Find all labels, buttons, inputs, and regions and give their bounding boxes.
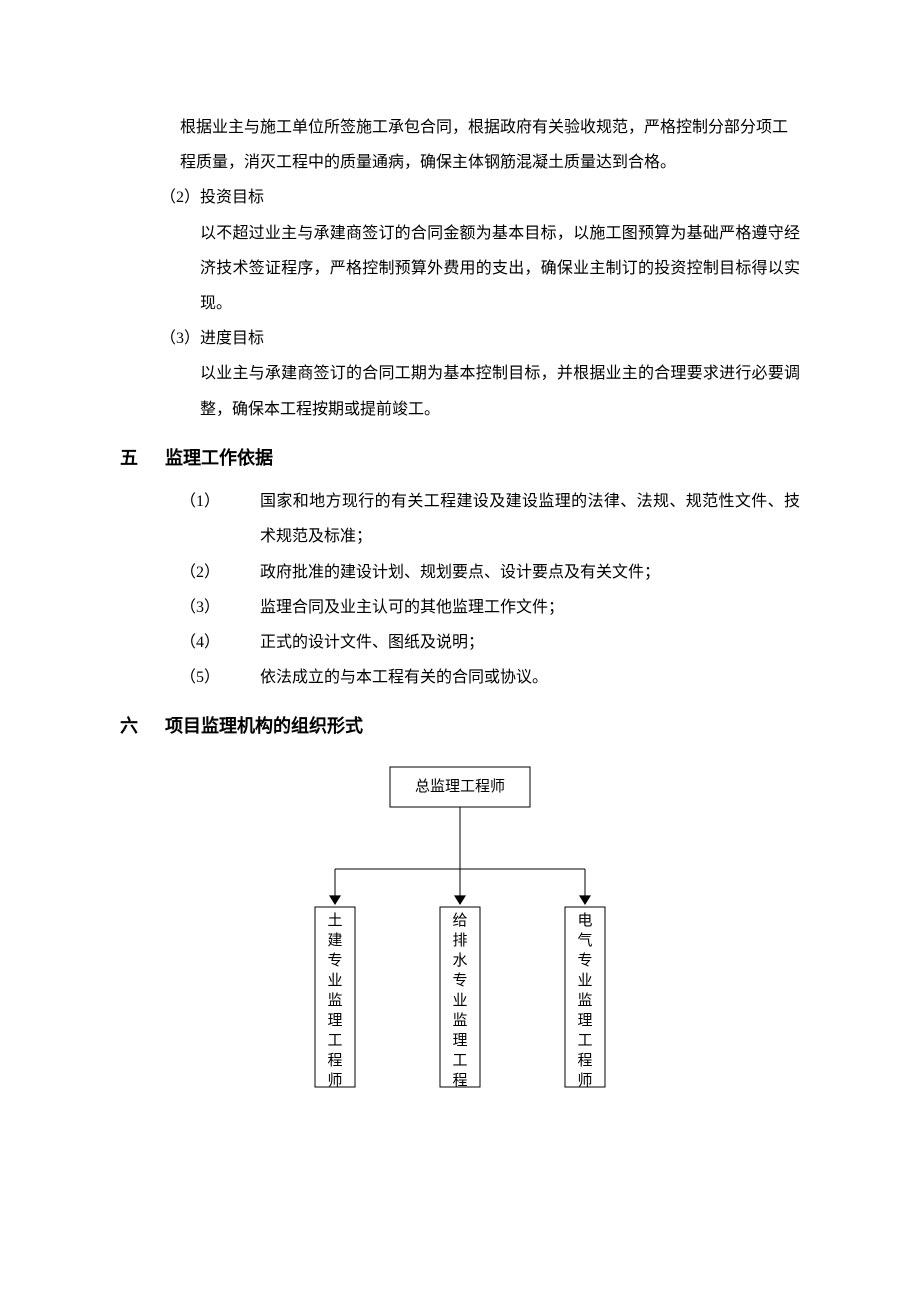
svg-text:土: 土 [327, 912, 342, 929]
svg-text:工: 工 [577, 1033, 592, 1049]
svg-text:水: 水 [452, 952, 467, 969]
svg-text:理: 理 [577, 1013, 592, 1029]
svg-text:电: 电 [577, 912, 592, 929]
svg-text:总监理工程师: 总监理工程师 [415, 778, 505, 795]
item-3-label: （3）进度目标 [160, 321, 800, 356]
item-2-body: 以不超过业主与承建商签订的合同金额为基本目标，以施工图预算为基础严格遵守经济技术… [200, 216, 800, 322]
list-item-num: （1） [180, 484, 260, 554]
list-item-num: （5） [180, 660, 260, 695]
list-item-text: 正式的设计文件、图纸及说明； [260, 625, 800, 660]
list-item: （3） 监理合同及业主认可的其他监理工作文件； [180, 590, 800, 625]
svg-text:理: 理 [327, 1013, 342, 1029]
svg-text:师: 师 [577, 1072, 592, 1089]
svg-text:监: 监 [327, 992, 342, 1009]
heading-6-num: 六 [120, 707, 160, 747]
svg-text:建: 建 [327, 932, 342, 949]
heading-6: 六 项目监理机构的组织形式 [120, 707, 800, 747]
list-item-num: （4） [180, 625, 260, 660]
heading-6-title: 项目监理机构的组织形式 [165, 716, 363, 736]
org-chart-svg: 总监理工程师土建专业监理工程师给排水专业监理工程电气专业监理工程师 [260, 757, 660, 1102]
svg-text:程: 程 [452, 1072, 467, 1089]
list-item-num: （2） [180, 555, 260, 590]
org-chart: 总监理工程师土建专业监理工程师给排水专业监理工程电气专业监理工程师 [120, 757, 800, 1102]
heading-5-num: 五 [120, 439, 160, 479]
svg-text:业: 业 [452, 992, 467, 1009]
svg-text:排: 排 [452, 932, 467, 949]
list-item: （1） 国家和地方现行的有关工程建设及建设监理的法律、法规、规范性文件、技术规范… [180, 484, 800, 554]
svg-text:监: 监 [577, 992, 592, 1009]
list-item: （4） 正式的设计文件、图纸及说明； [180, 625, 800, 660]
heading-5: 五 监理工作依据 [120, 439, 800, 479]
svg-text:专: 专 [577, 952, 592, 969]
svg-text:业: 业 [327, 972, 342, 989]
svg-text:监: 监 [452, 1012, 467, 1029]
list-item-text: 政府批准的建设计划、规划要点、设计要点及有关文件； [260, 555, 800, 590]
svg-text:专: 专 [452, 972, 467, 989]
svg-text:工: 工 [452, 1053, 467, 1069]
list-item: （5） 依法成立的与本工程有关的合同或协议。 [180, 660, 800, 695]
list-section-5: （1） 国家和地方现行的有关工程建设及建设监理的法律、法规、规范性文件、技术规范… [180, 484, 800, 695]
svg-text:程: 程 [577, 1052, 592, 1069]
svg-text:工: 工 [327, 1033, 342, 1049]
svg-text:专: 专 [327, 952, 342, 969]
svg-text:给: 给 [452, 912, 467, 929]
svg-text:程: 程 [327, 1052, 342, 1069]
svg-text:业: 业 [577, 972, 592, 989]
item-3-body: 以业主与承建商签订的合同工期为基本控制目标，并根据业主的合理要求进行必要调整，确… [200, 356, 800, 426]
list-item: （2） 政府批准的建设计划、规划要点、设计要点及有关文件； [180, 555, 800, 590]
svg-text:气: 气 [577, 932, 592, 949]
item-2-label: （2）投资目标 [160, 180, 800, 215]
paragraph-quality-target: 根据业主与施工单位所签施工承包合同，根据政府有关验收规范，严格控制分部分项工程质… [180, 110, 800, 180]
list-item-text: 依法成立的与本工程有关的合同或协议。 [260, 660, 800, 695]
list-item-text: 监理合同及业主认可的其他监理工作文件； [260, 590, 800, 625]
heading-5-title: 监理工作依据 [165, 448, 273, 468]
svg-text:理: 理 [452, 1033, 467, 1049]
list-item-num: （3） [180, 590, 260, 625]
svg-text:师: 师 [327, 1072, 342, 1089]
list-item-text: 国家和地方现行的有关工程建设及建设监理的法律、法规、规范性文件、技术规范及标准； [260, 484, 800, 554]
